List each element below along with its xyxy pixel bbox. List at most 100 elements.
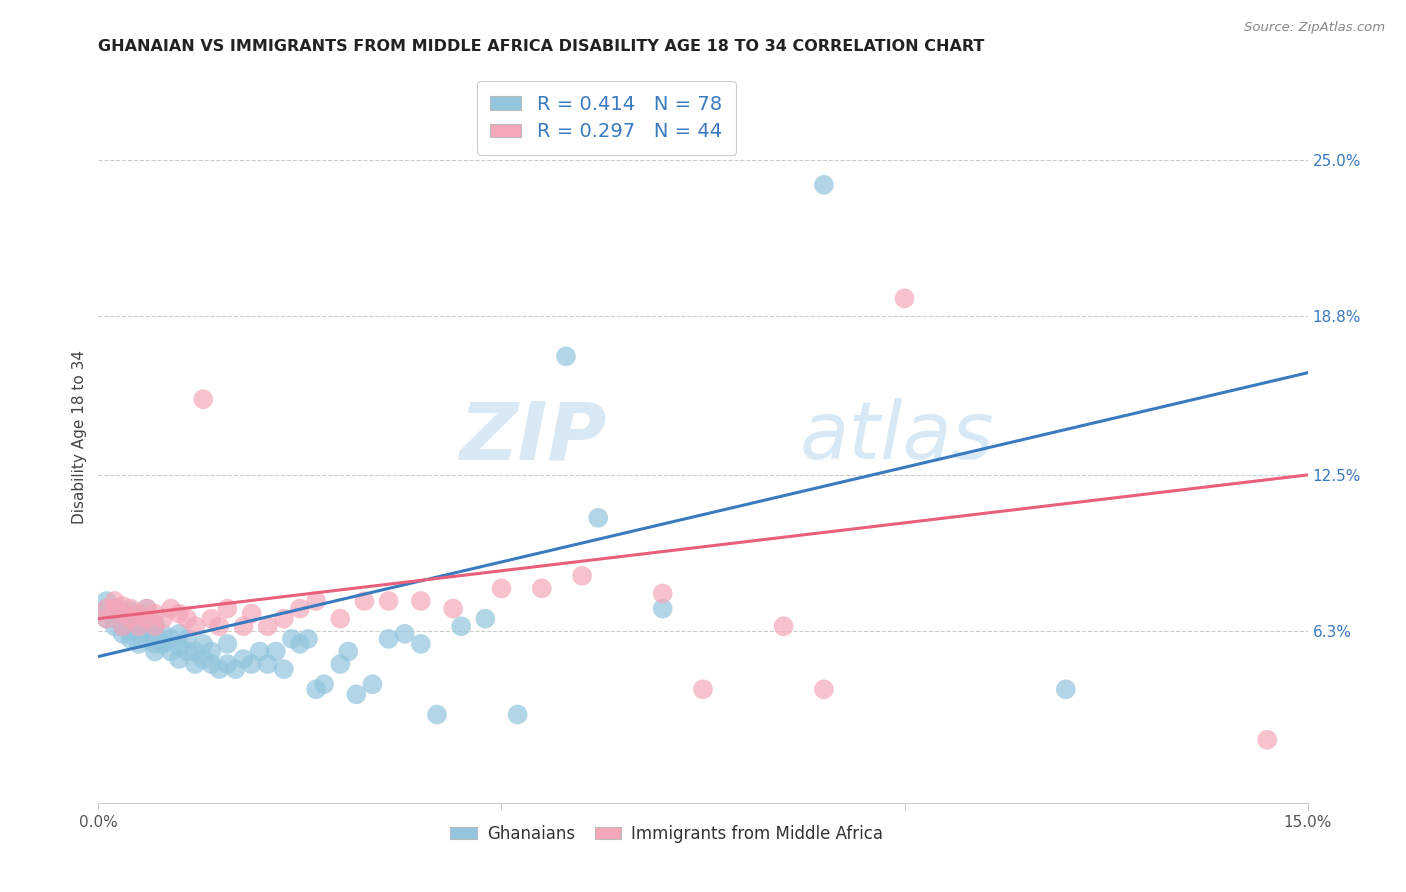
Point — [152, 627, 174, 641]
Point — [143, 644, 166, 658]
Point — [143, 607, 166, 621]
Point — [651, 601, 673, 615]
Point — [111, 627, 134, 641]
Point — [135, 612, 157, 626]
Point — [217, 657, 239, 671]
Point — [329, 612, 352, 626]
Point — [167, 607, 190, 621]
Point — [128, 612, 150, 626]
Point — [314, 677, 336, 691]
Point — [111, 619, 134, 633]
Point — [160, 601, 183, 615]
Point — [120, 624, 142, 639]
Point — [120, 612, 142, 626]
Point — [193, 652, 215, 666]
Text: atlas: atlas — [800, 398, 994, 476]
Point — [111, 619, 134, 633]
Point — [232, 619, 254, 633]
Point — [111, 614, 134, 628]
Point — [772, 619, 794, 633]
Legend: Ghanaians, Immigrants from Middle Africa: Ghanaians, Immigrants from Middle Africa — [443, 818, 890, 849]
Point — [394, 627, 416, 641]
Point — [128, 627, 150, 641]
Point — [571, 569, 593, 583]
Point — [813, 178, 835, 192]
Point — [651, 586, 673, 600]
Point — [813, 682, 835, 697]
Point — [120, 604, 142, 618]
Point — [128, 607, 150, 621]
Point — [160, 632, 183, 646]
Point — [143, 619, 166, 633]
Point — [273, 662, 295, 676]
Point — [135, 632, 157, 646]
Point — [96, 612, 118, 626]
Text: Source: ZipAtlas.com: Source: ZipAtlas.com — [1244, 21, 1385, 34]
Point — [103, 612, 125, 626]
Point — [441, 601, 464, 615]
Point — [103, 619, 125, 633]
Point — [224, 662, 246, 676]
Point — [128, 616, 150, 631]
Point — [120, 601, 142, 615]
Point — [337, 644, 360, 658]
Point — [329, 657, 352, 671]
Point — [586, 510, 609, 524]
Point — [426, 707, 449, 722]
Point — [120, 614, 142, 628]
Point — [217, 601, 239, 615]
Point — [530, 582, 553, 596]
Point — [474, 612, 496, 626]
Point — [103, 601, 125, 615]
Point — [167, 627, 190, 641]
Point — [120, 612, 142, 626]
Point — [135, 612, 157, 626]
Point — [893, 291, 915, 305]
Point — [111, 612, 134, 626]
Point — [176, 612, 198, 626]
Point — [377, 632, 399, 646]
Point — [491, 582, 513, 596]
Text: ZIP: ZIP — [458, 398, 606, 476]
Point — [128, 637, 150, 651]
Point — [256, 657, 278, 671]
Point — [344, 687, 367, 701]
Point — [96, 601, 118, 615]
Point — [167, 640, 190, 654]
Point — [232, 652, 254, 666]
Point — [1054, 682, 1077, 697]
Point — [193, 637, 215, 651]
Point — [103, 594, 125, 608]
Point — [305, 682, 328, 697]
Point — [240, 607, 263, 621]
Point — [143, 616, 166, 631]
Point — [377, 594, 399, 608]
Point — [305, 594, 328, 608]
Point — [135, 601, 157, 615]
Point — [409, 637, 432, 651]
Point — [128, 619, 150, 633]
Point — [692, 682, 714, 697]
Point — [506, 707, 529, 722]
Point — [208, 619, 231, 633]
Point — [184, 657, 207, 671]
Point — [152, 637, 174, 651]
Point — [297, 632, 319, 646]
Point — [200, 644, 222, 658]
Point — [143, 627, 166, 641]
Point — [111, 607, 134, 621]
Point — [281, 632, 304, 646]
Point — [111, 619, 134, 633]
Point — [361, 677, 384, 691]
Point — [96, 601, 118, 615]
Point — [184, 619, 207, 633]
Point — [111, 599, 134, 613]
Point — [184, 644, 207, 658]
Point — [167, 652, 190, 666]
Point — [256, 619, 278, 633]
Point — [353, 594, 375, 608]
Point — [143, 637, 166, 651]
Point — [111, 607, 134, 621]
Point — [409, 594, 432, 608]
Point — [96, 594, 118, 608]
